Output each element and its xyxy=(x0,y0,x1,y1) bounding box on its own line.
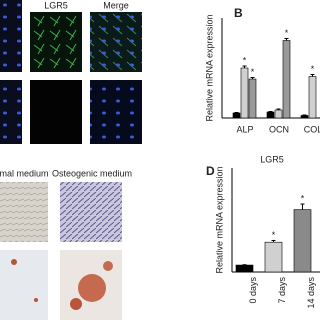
y-axis-label: Relative mRNA expression xyxy=(214,166,224,273)
image xyxy=(0,0,22,72)
bar xyxy=(274,109,283,119)
image xyxy=(0,182,48,242)
image xyxy=(90,80,142,144)
x-tick-label: 7 days xyxy=(277,277,287,304)
stain xyxy=(78,274,106,302)
bar xyxy=(282,40,291,119)
x-tick-label: OCN xyxy=(269,124,289,134)
x-tick-label: 0 days xyxy=(248,277,258,304)
image xyxy=(0,250,48,320)
bar xyxy=(248,78,257,119)
stain xyxy=(103,261,113,271)
stain xyxy=(11,259,17,265)
bar xyxy=(240,67,249,119)
bar xyxy=(293,209,312,273)
significance: * xyxy=(243,55,247,65)
x-tick-label: ALP xyxy=(236,124,253,134)
bar xyxy=(232,112,241,119)
bar xyxy=(266,111,275,119)
significance: * xyxy=(251,67,255,77)
significance: * xyxy=(285,28,289,38)
bar xyxy=(300,115,309,119)
bar xyxy=(264,241,283,273)
column-label: mal medium xyxy=(0,168,49,178)
y-axis-label: Relative mRNA expression xyxy=(204,14,214,121)
significance: * xyxy=(311,64,315,74)
chart-title: LGR5 xyxy=(260,154,284,164)
column-label: Merge xyxy=(103,0,129,10)
image xyxy=(0,80,22,144)
panel-label: B xyxy=(234,6,243,20)
x-tick-label: COL xyxy=(304,124,320,134)
charts: B Relative mRNA expression ALP * * OCN * COL * D L… xyxy=(204,6,320,309)
image xyxy=(60,182,122,242)
column-label: Osteogenic medium xyxy=(52,168,132,178)
x-tick-label: 14 days xyxy=(306,277,316,309)
significance: * xyxy=(301,193,305,203)
stain xyxy=(34,298,38,302)
image xyxy=(30,12,82,72)
panel-label: D xyxy=(206,164,215,178)
stain xyxy=(70,298,82,310)
bar xyxy=(308,76,317,119)
image xyxy=(30,80,82,144)
bar xyxy=(235,264,254,273)
significance: * xyxy=(272,230,276,240)
column-label: LGR5 xyxy=(44,0,68,10)
image xyxy=(90,12,142,72)
